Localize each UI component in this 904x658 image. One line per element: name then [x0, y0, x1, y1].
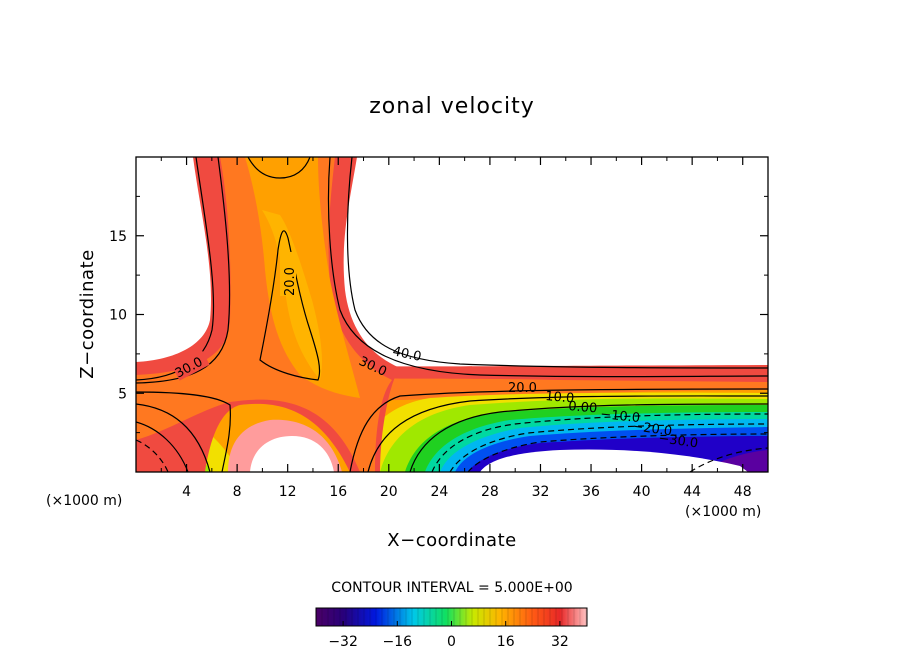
x-tick-label: 28	[481, 484, 499, 500]
x-tick-label: 48	[734, 484, 752, 500]
x-tick-label: 12	[279, 484, 297, 500]
y-axis-label: Z−coordinate	[77, 249, 98, 378]
chart-title: zonal velocity	[369, 94, 535, 119]
contour-label: −20.0	[631, 419, 673, 439]
contour-label: −30.0	[657, 431, 699, 451]
contour-0	[136, 403, 768, 472]
contour-neg30	[467, 433, 768, 472]
obstacle-right	[480, 449, 748, 472]
x-tick-label: 16	[329, 484, 347, 500]
y-tick-label: 10	[109, 308, 127, 324]
contour-neg10	[136, 413, 768, 472]
y-axis-ticks: 5 10 15	[109, 195, 768, 434]
x-tick-label: 24	[430, 484, 448, 500]
contour-label: 20.0	[283, 267, 298, 296]
x-unit-left: (×1000 m)	[46, 493, 122, 509]
contour-20-top	[247, 157, 311, 179]
contour-10	[136, 395, 768, 472]
masked-upper-left	[136, 157, 209, 361]
x-tick-label: 40	[633, 484, 651, 500]
colorbar-tick-label: 16	[497, 634, 515, 650]
x-tick-label: 4	[182, 484, 191, 500]
masked-upper-right	[353, 157, 768, 366]
contour-label-group: 20.0 30.0 30.0 40.0 20.0 10.0 0.00 −10.0…	[172, 252, 699, 452]
contour-neg35	[689, 447, 768, 472]
contour-field: 20.0 30.0 30.0 40.0 20.0 10.0 0.00 −10.0…	[136, 157, 768, 472]
x-unit-right: (×1000 m)	[685, 504, 761, 520]
colorbar-tick-label: 0	[447, 634, 456, 650]
y-tick-label: 15	[109, 229, 127, 245]
x-tick-label: 32	[532, 484, 550, 500]
x-tick-label: 8	[233, 484, 242, 500]
colorbar-tick-label: 32	[551, 634, 569, 650]
colorbar-tick-label: −16	[383, 634, 413, 650]
colorbar-ticks: −32 −16 0 16 32	[328, 621, 569, 650]
contour-40	[136, 157, 768, 381]
contour-label: −10.0	[600, 407, 641, 426]
contour-label: 10.0	[545, 389, 575, 406]
column-orange	[136, 157, 392, 472]
x-axis-ticks: 4 8 12 16 20 24 28 32 36 40 44 48	[160, 157, 752, 500]
y-tick-label: 5	[118, 386, 127, 402]
contour-label: 0.00	[568, 399, 598, 416]
colorbar-segments	[321, 608, 587, 626]
contour-interval: CONTOUR INTERVAL = 5.000E+00	[331, 580, 572, 596]
x-tick-label: 44	[683, 484, 701, 500]
obstacle-left	[250, 436, 334, 472]
x-tick-label: 36	[582, 484, 600, 500]
contour-label: 40.0	[391, 344, 422, 365]
contour-20	[136, 388, 768, 472]
x-axis-label: X−coordinate	[387, 530, 516, 551]
x-tick-label: 20	[380, 484, 398, 500]
colorbar-tick-label: −32	[328, 634, 358, 650]
contour-label: 20.0	[508, 381, 537, 396]
